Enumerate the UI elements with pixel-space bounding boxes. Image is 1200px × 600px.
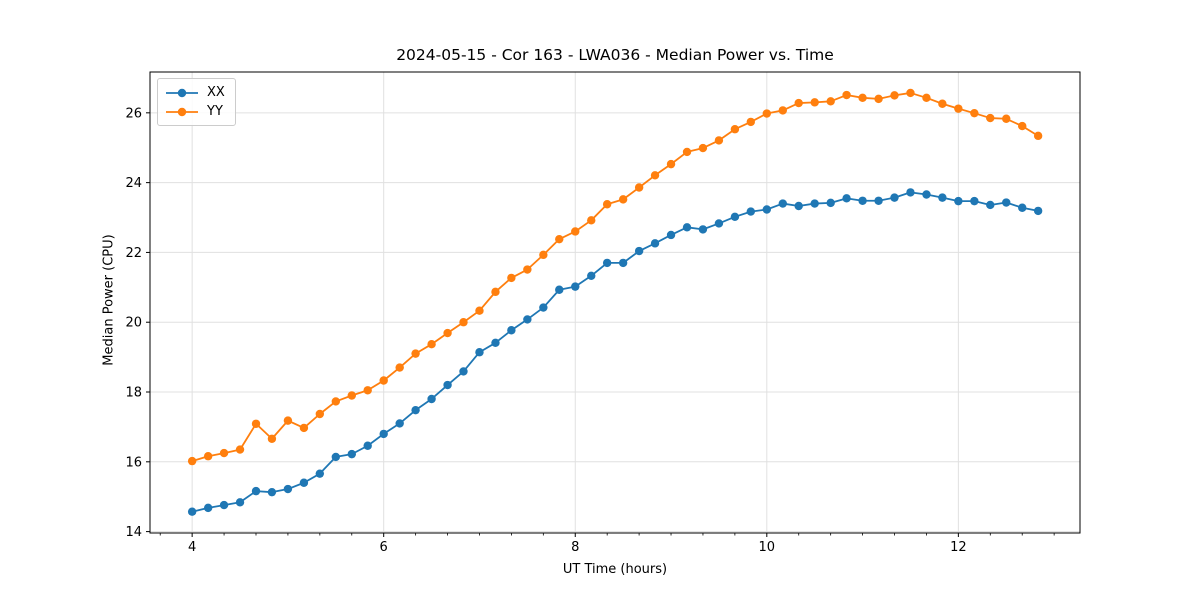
grid-lines [150,72,1080,533]
x-tick-label: 8 [571,540,579,555]
legend-item-xx: XX [165,83,225,102]
x-axis-label: UT Time (hours) [562,562,668,577]
y-tick-label: 20 [125,316,142,331]
legend-label-xx: XX [207,85,225,100]
x-tick-label: 10 [759,540,776,555]
x-tick-label: 4 [188,540,196,555]
x-tick-label: 6 [380,540,388,555]
series-xx-line [191,191,1040,513]
y-ticks [146,112,150,533]
x-ticks [191,533,959,537]
x-tick-labels: 4 6 8 10 12 [188,540,967,555]
legend-label-yy: YY [207,104,223,119]
y-tick-label: 22 [125,246,142,261]
y-tick-label: 26 [125,106,142,121]
series-yy [187,88,1043,466]
plot-border [149,71,1081,534]
series-xx-markers [187,188,1043,516]
chart-title: 2024-05-15 - Cor 163 - LWA036 - Median P… [396,46,834,64]
y-tick-label: 16 [125,455,142,470]
series-yy-markers [187,88,1043,466]
y-tick-label: 24 [125,176,142,191]
legend: XX YY [157,78,236,126]
y-tick-labels: 14 16 18 20 22 24 26 [125,106,142,540]
legend-line-marker-icon [166,88,198,97]
legend-line-marker-icon [166,107,198,116]
y-tick-label: 18 [125,386,142,401]
legend-item-yy: YY [165,102,225,121]
y-tick-label: 14 [125,525,142,540]
x-tick-label: 12 [950,540,967,555]
series-xx [187,188,1043,516]
series-yy-line [191,92,1040,463]
